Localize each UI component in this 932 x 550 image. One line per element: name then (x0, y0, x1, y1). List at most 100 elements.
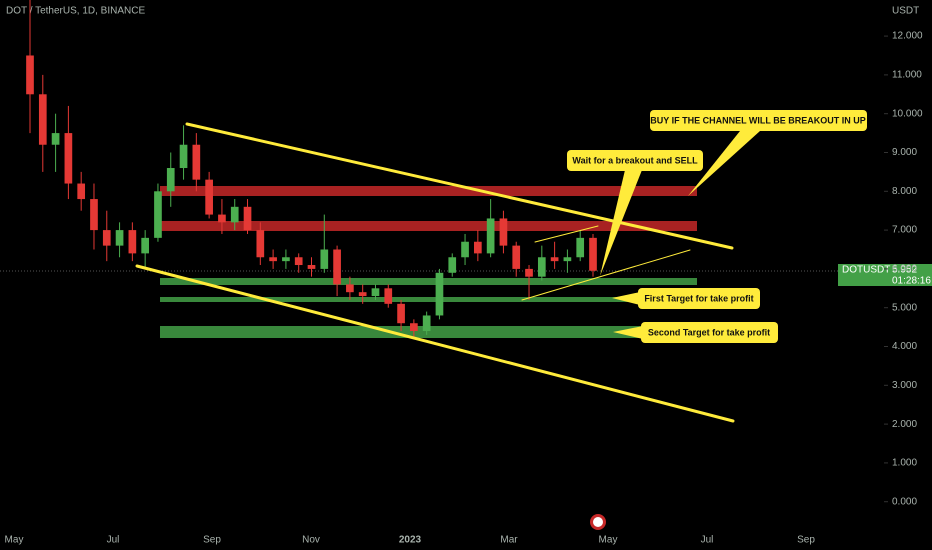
support-zone (160, 326, 697, 338)
y-tick-label: 5.000 (892, 302, 917, 313)
candle-body (192, 144, 201, 180)
x-tick-label: Jul (701, 535, 714, 546)
callout-pointer (600, 170, 642, 276)
candle-body (218, 214, 226, 223)
x-tick-label: Sep (203, 535, 221, 546)
channel-top (185, 122, 734, 250)
y-tick-label: 10.000 (892, 108, 923, 119)
symbol-label: DOTUSDT (842, 265, 890, 276)
support-zone (160, 297, 697, 302)
countdown: 01:28:16 (892, 276, 931, 287)
x-tick-label: Jul (107, 535, 120, 546)
callout-box (638, 288, 760, 309)
y-tick-label: 3.000 (892, 380, 917, 391)
candle-body (461, 241, 469, 258)
candle-body (537, 257, 546, 277)
callout-pointer (613, 326, 643, 339)
channel-bottom (135, 264, 735, 423)
candle-body (525, 268, 533, 277)
zones (160, 186, 697, 338)
candle-body (38, 94, 47, 145)
minor-trendline (521, 249, 691, 301)
logo (593, 517, 603, 527)
candle-body (282, 257, 290, 262)
support-zone (160, 278, 697, 285)
candle-body (115, 230, 124, 246)
candle-body (51, 133, 60, 145)
candle-body (179, 144, 188, 169)
callout-text: Wait for a breakout and SELL (572, 155, 698, 165)
candle-body (320, 249, 329, 269)
candle-body (256, 230, 265, 258)
callout-box (567, 150, 703, 171)
candle-body (448, 257, 457, 273)
candle-body (397, 303, 405, 324)
callout-box (641, 322, 778, 343)
candle-body (77, 183, 86, 200)
candle-body (563, 257, 572, 262)
chart-title: DOT / TetherUS, 1D, BINANCE (6, 6, 145, 17)
candle-body (435, 272, 444, 316)
trendlines (135, 122, 735, 423)
callout-pointer (612, 292, 640, 305)
x-tick-label: May (5, 535, 24, 546)
candle-body (371, 288, 380, 297)
candle-body (333, 249, 341, 285)
y-tick-label: 6.000 (892, 264, 917, 275)
y-tick-label: 9.000 (892, 147, 917, 158)
candle-body (166, 168, 175, 192)
candle-body (26, 55, 34, 95)
y-tick-label: 8.000 (892, 186, 917, 197)
candle-body (499, 218, 508, 246)
candle-body (358, 292, 367, 297)
y-tick-label: 4.000 (892, 341, 917, 352)
x-tick-label: 2023 (399, 535, 422, 546)
candle-body (102, 230, 111, 246)
candle-body (576, 237, 585, 258)
last-price: 5.952 (892, 265, 917, 276)
y-tick-label: 11.000 (892, 70, 922, 81)
price-tag (838, 264, 932, 286)
y-tick-label: 1.000 (892, 458, 917, 469)
candle-body (243, 206, 252, 231)
x-tick-label: Mar (500, 535, 518, 546)
candle-body (64, 133, 73, 184)
candle-body (307, 265, 316, 269)
candle-body (90, 199, 98, 231)
candle-body (512, 245, 521, 269)
candle-body (269, 257, 277, 262)
y-tick-label: 12.000 (892, 31, 923, 42)
candle-body (141, 237, 149, 254)
candle-body (384, 288, 393, 304)
candle-body (550, 257, 559, 262)
candle-body (346, 284, 354, 293)
callout-text: BUY IF THE CHANNEL WILL BE BREAKOUT IN U… (650, 115, 866, 125)
y-tick-label: 7.000 (892, 225, 917, 236)
candle-body (589, 237, 597, 271)
candle-body (154, 191, 162, 238)
callout-text: Second Target for take profit (648, 327, 770, 337)
x-tick-label: Sep (797, 535, 815, 546)
callouts: BUY IF THE CHANNEL WILL BE BREAKOUT IN U… (567, 110, 867, 343)
y-unit: USDT (892, 6, 919, 17)
candle-body (205, 179, 213, 215)
candle-body (128, 230, 137, 254)
candle-body (230, 206, 239, 223)
candle-body (422, 315, 431, 331)
candle-body (410, 323, 418, 331)
callout-pointer (688, 131, 760, 196)
y-tick-label: 0.000 (892, 496, 917, 507)
y-tick-label: 2.000 (892, 419, 917, 430)
resistance-zone (160, 186, 697, 196)
x-tick-label: Nov (302, 535, 320, 546)
callout-text: First Target for take profit (644, 293, 753, 303)
callout-box (650, 110, 867, 131)
x-tick-label: May (599, 535, 618, 546)
resistance-zone (160, 221, 697, 231)
candle-body (474, 241, 482, 254)
candle-body (486, 218, 495, 254)
candles (26, 0, 597, 339)
